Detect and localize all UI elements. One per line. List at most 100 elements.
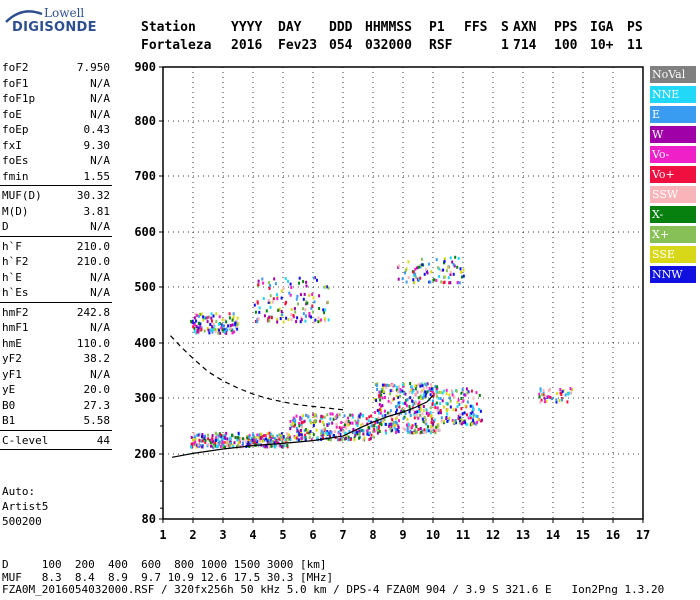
echo-point <box>426 382 429 386</box>
echo-point <box>421 389 424 393</box>
echo-point <box>480 418 483 422</box>
param-name: h`F2 <box>2 255 29 268</box>
echo-point <box>225 320 228 324</box>
echo-point <box>270 444 273 448</box>
echo-point <box>265 309 268 313</box>
echo-point <box>207 328 210 332</box>
echo-point <box>273 436 276 440</box>
header-label-1: YYYY <box>231 20 263 35</box>
footer-file-line: FZA0M_2016054032000.RSF / 320fx256h 50 k… <box>2 583 665 596</box>
echo-point <box>564 393 567 397</box>
echo-point <box>397 401 400 405</box>
echo-point <box>268 319 271 323</box>
echo-point <box>191 438 194 442</box>
param-value: N/A <box>90 220 110 233</box>
echo-point <box>195 319 198 323</box>
echo-point <box>296 294 299 298</box>
echo-point <box>331 434 334 438</box>
echo-point <box>218 315 221 319</box>
echo-point <box>323 311 326 315</box>
echo-point <box>406 426 409 430</box>
echo-point <box>267 300 270 304</box>
echo-point <box>376 409 379 412</box>
header-value-8: 714 <box>513 38 537 53</box>
echo-point <box>410 431 413 435</box>
echo-point <box>212 327 215 331</box>
echo-point <box>284 302 287 306</box>
echo-point <box>415 390 418 394</box>
param-value: 1.55 <box>83 169 111 183</box>
echo-point <box>294 310 297 314</box>
echo-point <box>301 425 303 429</box>
echo-point <box>447 418 450 422</box>
echo-point <box>430 383 433 387</box>
echo-point <box>439 409 442 412</box>
y-tick-label: 800 <box>134 114 156 128</box>
echo-point <box>234 436 237 439</box>
echo-point <box>430 270 433 274</box>
echo-point <box>412 270 415 274</box>
echo-point <box>469 404 472 408</box>
echo-point <box>323 429 326 433</box>
x-tick-label: 6 <box>309 528 316 542</box>
echo-point <box>233 441 236 445</box>
echo-point <box>257 279 260 283</box>
param-value: 27.3 <box>83 398 111 412</box>
echo-point <box>475 391 478 395</box>
echo-point <box>436 385 439 389</box>
echo-point <box>314 318 317 322</box>
echo-point <box>362 432 365 436</box>
echo-points <box>190 255 573 449</box>
echo-point <box>421 396 424 400</box>
echo-point <box>472 396 475 400</box>
echo-point <box>206 320 209 324</box>
echo-point <box>292 416 295 420</box>
echo-point <box>211 434 214 438</box>
echo-point <box>399 394 401 398</box>
echo-point <box>272 434 275 438</box>
echo-point <box>322 431 325 435</box>
echo-point <box>345 422 348 426</box>
echo-point <box>319 419 322 423</box>
echo-point <box>322 428 325 432</box>
param-value: 0.43 <box>83 123 111 136</box>
echo-point <box>267 319 270 323</box>
echo-point <box>376 428 379 432</box>
echo-point <box>328 434 331 438</box>
echo-point <box>338 438 341 442</box>
echo-point <box>451 419 454 423</box>
echo-point <box>443 280 446 284</box>
echo-point <box>457 417 460 421</box>
param-value: 9.30 <box>83 138 111 152</box>
echo-point <box>197 321 200 325</box>
param-value: N/A <box>90 92 110 105</box>
legend-item-vo: Vo- <box>650 146 696 163</box>
echo-point <box>462 268 465 272</box>
echo-point <box>384 396 386 399</box>
echo-point <box>421 412 424 416</box>
echo-point <box>286 444 289 447</box>
echo-point <box>312 413 315 417</box>
echo-point <box>201 435 203 439</box>
header-label-9: PPS <box>554 20 578 35</box>
echo-point <box>381 404 384 408</box>
echo-point <box>284 443 287 447</box>
echo-point <box>384 429 387 433</box>
echo-point <box>402 417 405 421</box>
echo-point <box>351 415 354 419</box>
echo-point <box>200 326 203 330</box>
echo-point <box>221 324 224 328</box>
echo-point <box>433 418 436 422</box>
echo-point <box>197 444 199 448</box>
param-name: foE <box>2 107 22 121</box>
legend-item-x: X- <box>650 206 696 223</box>
echo-point <box>404 269 407 273</box>
echo-point <box>403 392 405 396</box>
echo-point <box>443 419 446 423</box>
param-divider <box>0 449 112 450</box>
param-value: 44 <box>96 433 110 447</box>
echo-point <box>296 429 299 433</box>
param-value: 38.2 <box>83 352 111 365</box>
echo-point <box>255 438 258 442</box>
echo-point <box>335 415 338 419</box>
